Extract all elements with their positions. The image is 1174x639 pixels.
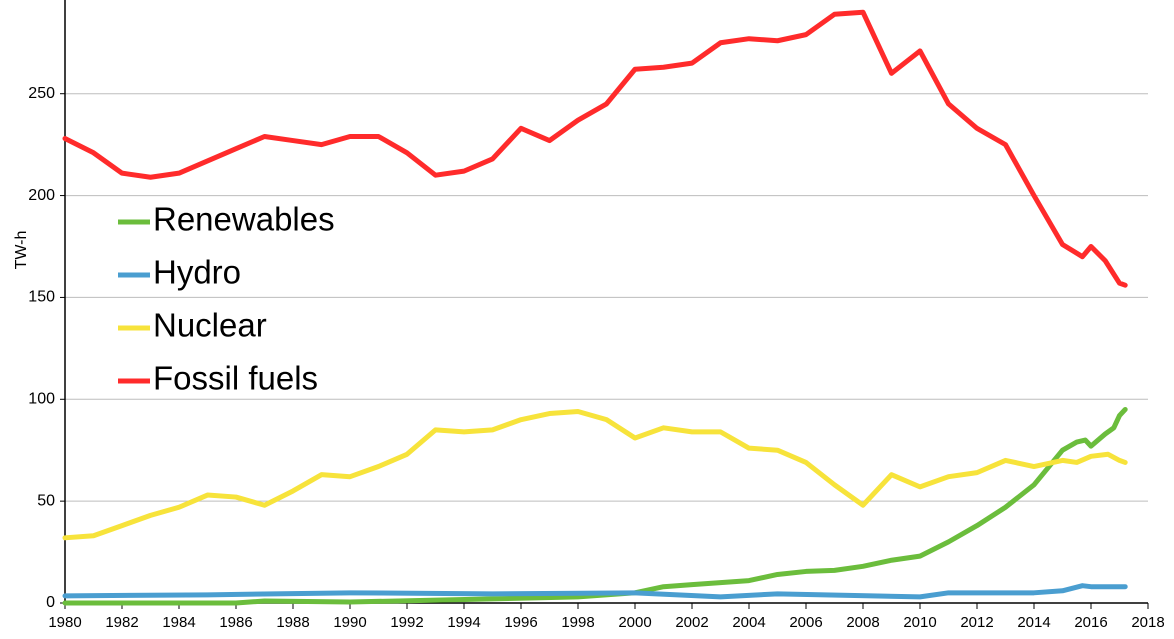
x-tick-label: 1982 <box>105 614 138 631</box>
legend-label: Hydro <box>153 254 241 291</box>
x-tick-label: 1998 <box>561 614 594 631</box>
x-tick-label: 2012 <box>960 614 993 631</box>
y-tick-label: 100 <box>28 391 55 408</box>
x-tick-label: 1986 <box>219 614 252 631</box>
legend-label: Renewables <box>153 201 335 238</box>
x-tick-label: 2018 <box>1131 614 1164 631</box>
y-tick-label: 150 <box>28 289 55 306</box>
legend-label: Fossil fuels <box>153 360 318 397</box>
line-series <box>62 409 1128 541</box>
y-tick-label: 250 <box>28 85 55 102</box>
x-tick-label: 2014 <box>1017 614 1050 631</box>
x-tick-label: 2004 <box>732 614 765 631</box>
x-tick-label: 1996 <box>504 614 537 631</box>
x-tick-label: 1992 <box>390 614 423 631</box>
x-tick-label: 2000 <box>618 614 651 631</box>
x-tick-label: 1984 <box>162 614 195 631</box>
x-tick-label: 1990 <box>333 614 366 631</box>
line-series <box>62 9 1128 288</box>
legend-label: Nuclear <box>153 307 267 344</box>
x-tick-label: 1988 <box>276 614 309 631</box>
x-tick-label: 1994 <box>447 614 480 631</box>
y-tick-label: 0 <box>46 594 55 611</box>
x-tick-label: 2016 <box>1074 614 1107 631</box>
line-series <box>62 406 1128 606</box>
y-tick-label: 50 <box>37 492 55 509</box>
x-tick-label: 2008 <box>846 614 879 631</box>
line-series <box>62 583 1128 600</box>
y-tick-label: 200 <box>28 187 55 204</box>
x-tick-label: 2006 <box>789 614 822 631</box>
x-tick-label: 2010 <box>903 614 936 631</box>
y-axis-label: TW-h <box>13 231 30 270</box>
x-tick-label: 2002 <box>675 614 708 631</box>
x-tick-label: 1980 <box>48 614 81 631</box>
